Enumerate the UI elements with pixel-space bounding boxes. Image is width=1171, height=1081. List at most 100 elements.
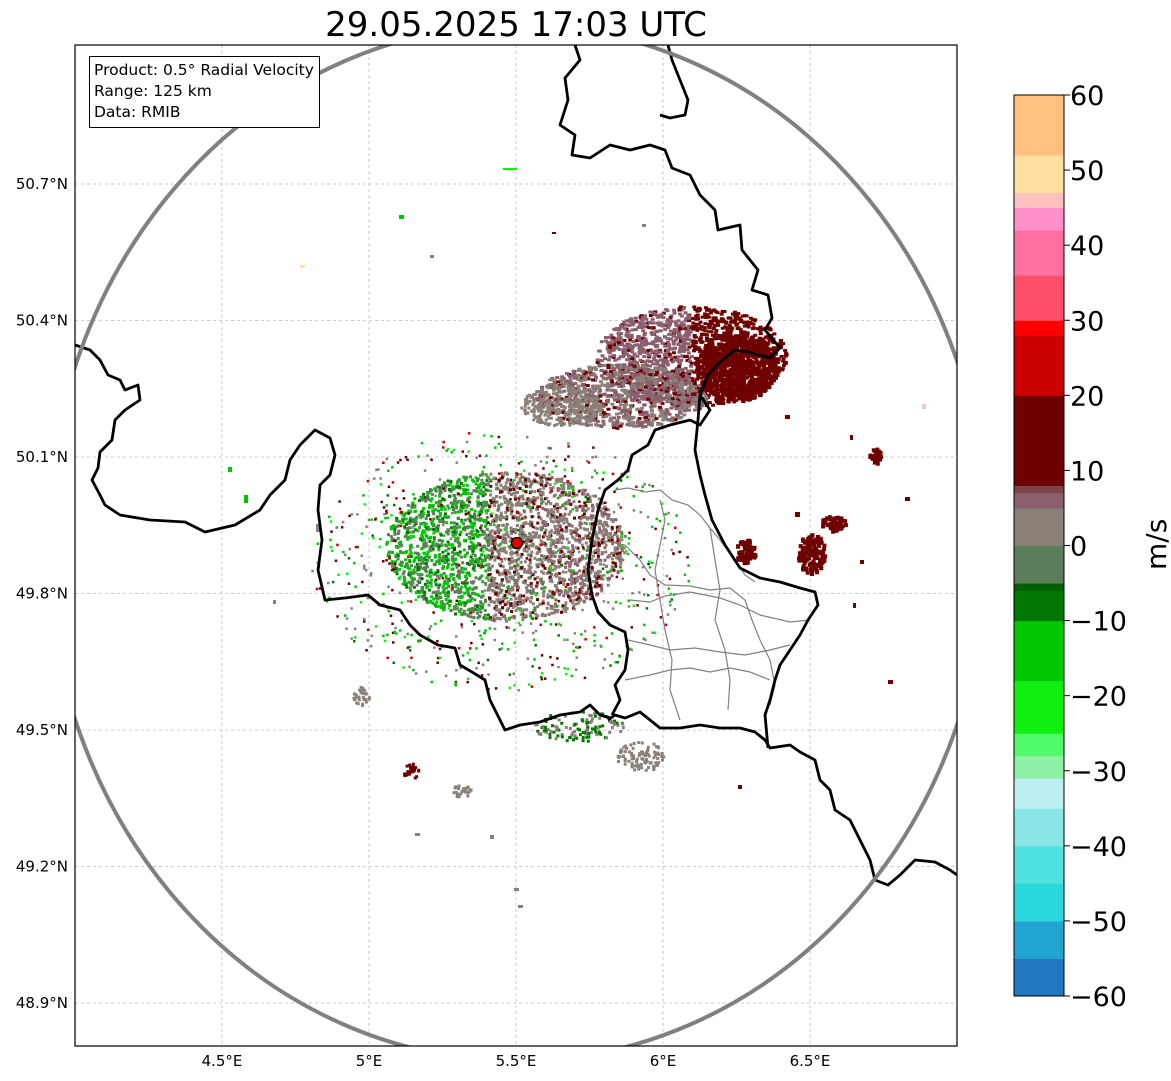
echo-pixel [427, 555, 431, 559]
echo-pixel [651, 362, 656, 366]
echo-pixel [597, 362, 602, 366]
echo-pixel [350, 513, 353, 516]
echo-pixel [581, 578, 585, 582]
echo-pixel [549, 490, 552, 494]
echo-pixel [556, 520, 560, 524]
echo-pixel [570, 579, 574, 583]
echo-pixel [430, 559, 434, 562]
echo-pixel [497, 592, 501, 595]
echo-pixel [408, 571, 411, 575]
echo-pixel [554, 609, 558, 613]
echo-pixel [577, 593, 580, 597]
echo-pixel [527, 499, 531, 502]
echo-pixel [428, 600, 432, 604]
echo-pixel [686, 316, 691, 320]
echo-pixel [480, 545, 483, 548]
echo-pixel [555, 528, 558, 532]
echo-pixel [598, 531, 602, 535]
echo-pixel [402, 513, 406, 517]
echo-pixel [334, 559, 338, 562]
echo-pixel [518, 487, 522, 490]
echo-pixel [516, 564, 519, 567]
echo-pixel [497, 552, 501, 556]
echo-pixel [610, 632, 614, 635]
echo-pixel [449, 574, 453, 578]
echo-pixel [410, 656, 413, 660]
echo-pixel [679, 336, 684, 340]
echo-pixel [446, 590, 450, 594]
echo-pixel [603, 558, 607, 562]
echo-pixel [602, 369, 607, 373]
echo-pixel [560, 549, 564, 553]
echo-pixel [413, 510, 417, 513]
echo-pixel [610, 528, 614, 532]
echo-pixel [639, 344, 644, 348]
echo-pixel [485, 479, 489, 483]
echo-pixel [689, 361, 694, 365]
echo-pixel [429, 581, 433, 585]
echo-pixel [586, 459, 589, 463]
echo-pixel [591, 456, 594, 459]
echo-pixel [624, 378, 629, 382]
echo-pixel [471, 606, 475, 610]
echo-pixel [464, 575, 468, 578]
echo-pixel [519, 560, 523, 564]
echo-pixel [538, 562, 541, 566]
echo-pixel [447, 562, 450, 566]
echo-pixel [783, 348, 788, 352]
echo-pixel [668, 577, 672, 581]
echo-pixel [432, 522, 436, 526]
echo-pixel [683, 319, 688, 323]
echo-pixel [478, 511, 481, 514]
echo-pixel [447, 607, 451, 610]
echo-pixel [553, 531, 557, 535]
echo-pixel [691, 382, 696, 386]
echo-pixel [444, 561, 448, 564]
echo-pixel [485, 533, 488, 537]
echo-pixel [728, 368, 733, 372]
echo-pixel [475, 456, 478, 459]
echo-pixel [693, 308, 698, 311]
echo-pixel [412, 517, 416, 521]
echo-pixel [641, 485, 644, 489]
echo-pixel [615, 525, 619, 529]
echo-pixel [625, 352, 630, 356]
echo-pixel [424, 562, 428, 566]
echo-pixel [751, 322, 756, 326]
echo-pixel [610, 380, 615, 384]
echo-pixel [398, 507, 402, 510]
echo-pixel [584, 495, 587, 499]
echo-pixel [574, 602, 578, 606]
echo-pixel [490, 514, 494, 518]
echo-pixel [456, 480, 460, 484]
echo-pixel [446, 552, 450, 556]
echo-pixel [699, 376, 704, 380]
echo-pixel [434, 560, 438, 564]
echo-pixel [414, 591, 418, 595]
echo-pixel [481, 472, 485, 476]
echo-pixel [395, 516, 399, 520]
echo-pixel [613, 398, 618, 402]
echo-pixel [552, 611, 556, 615]
echo-pixel [439, 600, 443, 604]
echo-pixel [395, 572, 399, 576]
echo-pixel [434, 605, 438, 609]
echo-pixel [438, 478, 442, 481]
echo-pixel [642, 355, 647, 358]
echo-pixel [565, 672, 568, 676]
echo-pixel [462, 505, 466, 508]
echo-pixel [587, 547, 591, 551]
echo-pixel [539, 528, 543, 532]
echo-pixel [470, 547, 474, 551]
echo-pixel [567, 541, 571, 544]
echo-pixel [558, 538, 562, 541]
echo-pixel [470, 591, 474, 595]
echo-pixel [714, 329, 719, 332]
echo-pixel [608, 363, 613, 367]
echo-pixel [555, 610, 559, 614]
echo-pixel [491, 564, 495, 568]
echo-pixel [596, 554, 600, 558]
echo-pixel [450, 588, 454, 592]
echo-pixel [466, 551, 470, 555]
echo-pixel [375, 468, 378, 472]
